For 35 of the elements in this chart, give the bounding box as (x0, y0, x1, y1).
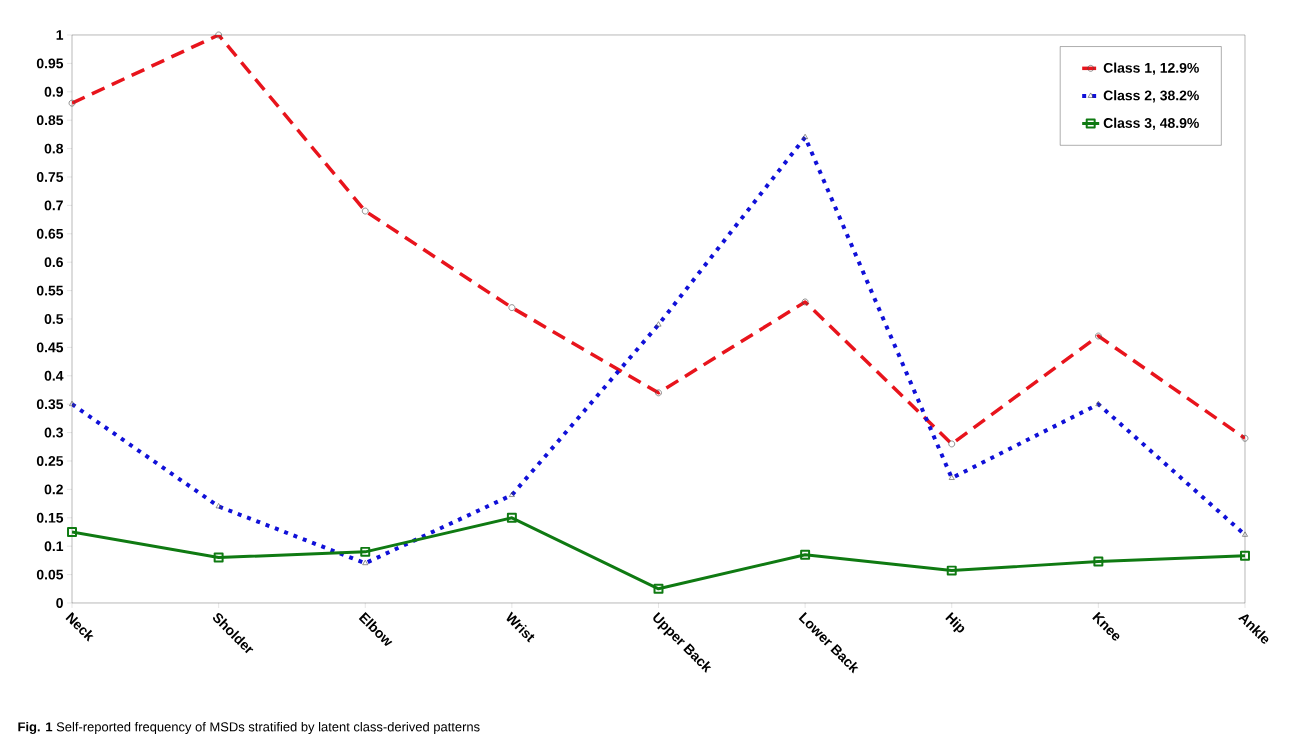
text: Fig. 1 Self-reported frequency of MSDs stratified by latent class-derived patterns (18, 721, 480, 735)
y-tick-label: 0.2 (44, 484, 63, 495)
y-tick-label: 0.5 (44, 314, 64, 324)
y-tick-label: 0.95 (36, 58, 64, 69)
y-tick-label: 0.6 (44, 257, 63, 268)
y-tick-label: 0 (56, 598, 63, 608)
y-tick-label: 0.25 (36, 456, 64, 466)
y-tick-label: 0.1 (44, 541, 64, 552)
point (800, 549, 811, 560)
y-tick-label: 0.65 (36, 228, 64, 239)
point (213, 552, 224, 563)
legend-label: Class 2, 38.2% (1103, 90, 1199, 103)
y-tick-label: 0.85 (36, 115, 64, 126)
y-tick-label: 0.4 (44, 370, 64, 381)
point (67, 527, 77, 537)
y-tick-label: 0.75 (36, 172, 64, 182)
y-tick-label: 0.55 (36, 285, 64, 296)
point (653, 583, 664, 594)
x-tick-label: Hip (945, 612, 965, 633)
legend-label: Class 3, 48.9% (1103, 117, 1199, 130)
legend-label: Class 1, 12.9% (1103, 62, 1199, 75)
y-tick-label: 0.9 (44, 86, 63, 97)
point (360, 546, 371, 557)
y-tick-label: 0.8 (44, 143, 64, 154)
y-tick-label: 0.3 (44, 427, 63, 438)
y-tick-label: 0.05 (36, 569, 64, 580)
y-tick-label: 0.45 (36, 342, 64, 353)
y-tick-label: 0.7 (44, 200, 63, 211)
point (506, 512, 517, 523)
y-tick-label: 0.35 (36, 399, 64, 410)
y-tick-label: 0.15 (36, 512, 64, 523)
point (946, 565, 957, 576)
point (1240, 550, 1250, 561)
y-tick-label: 1 (56, 30, 64, 40)
point (1093, 556, 1104, 567)
